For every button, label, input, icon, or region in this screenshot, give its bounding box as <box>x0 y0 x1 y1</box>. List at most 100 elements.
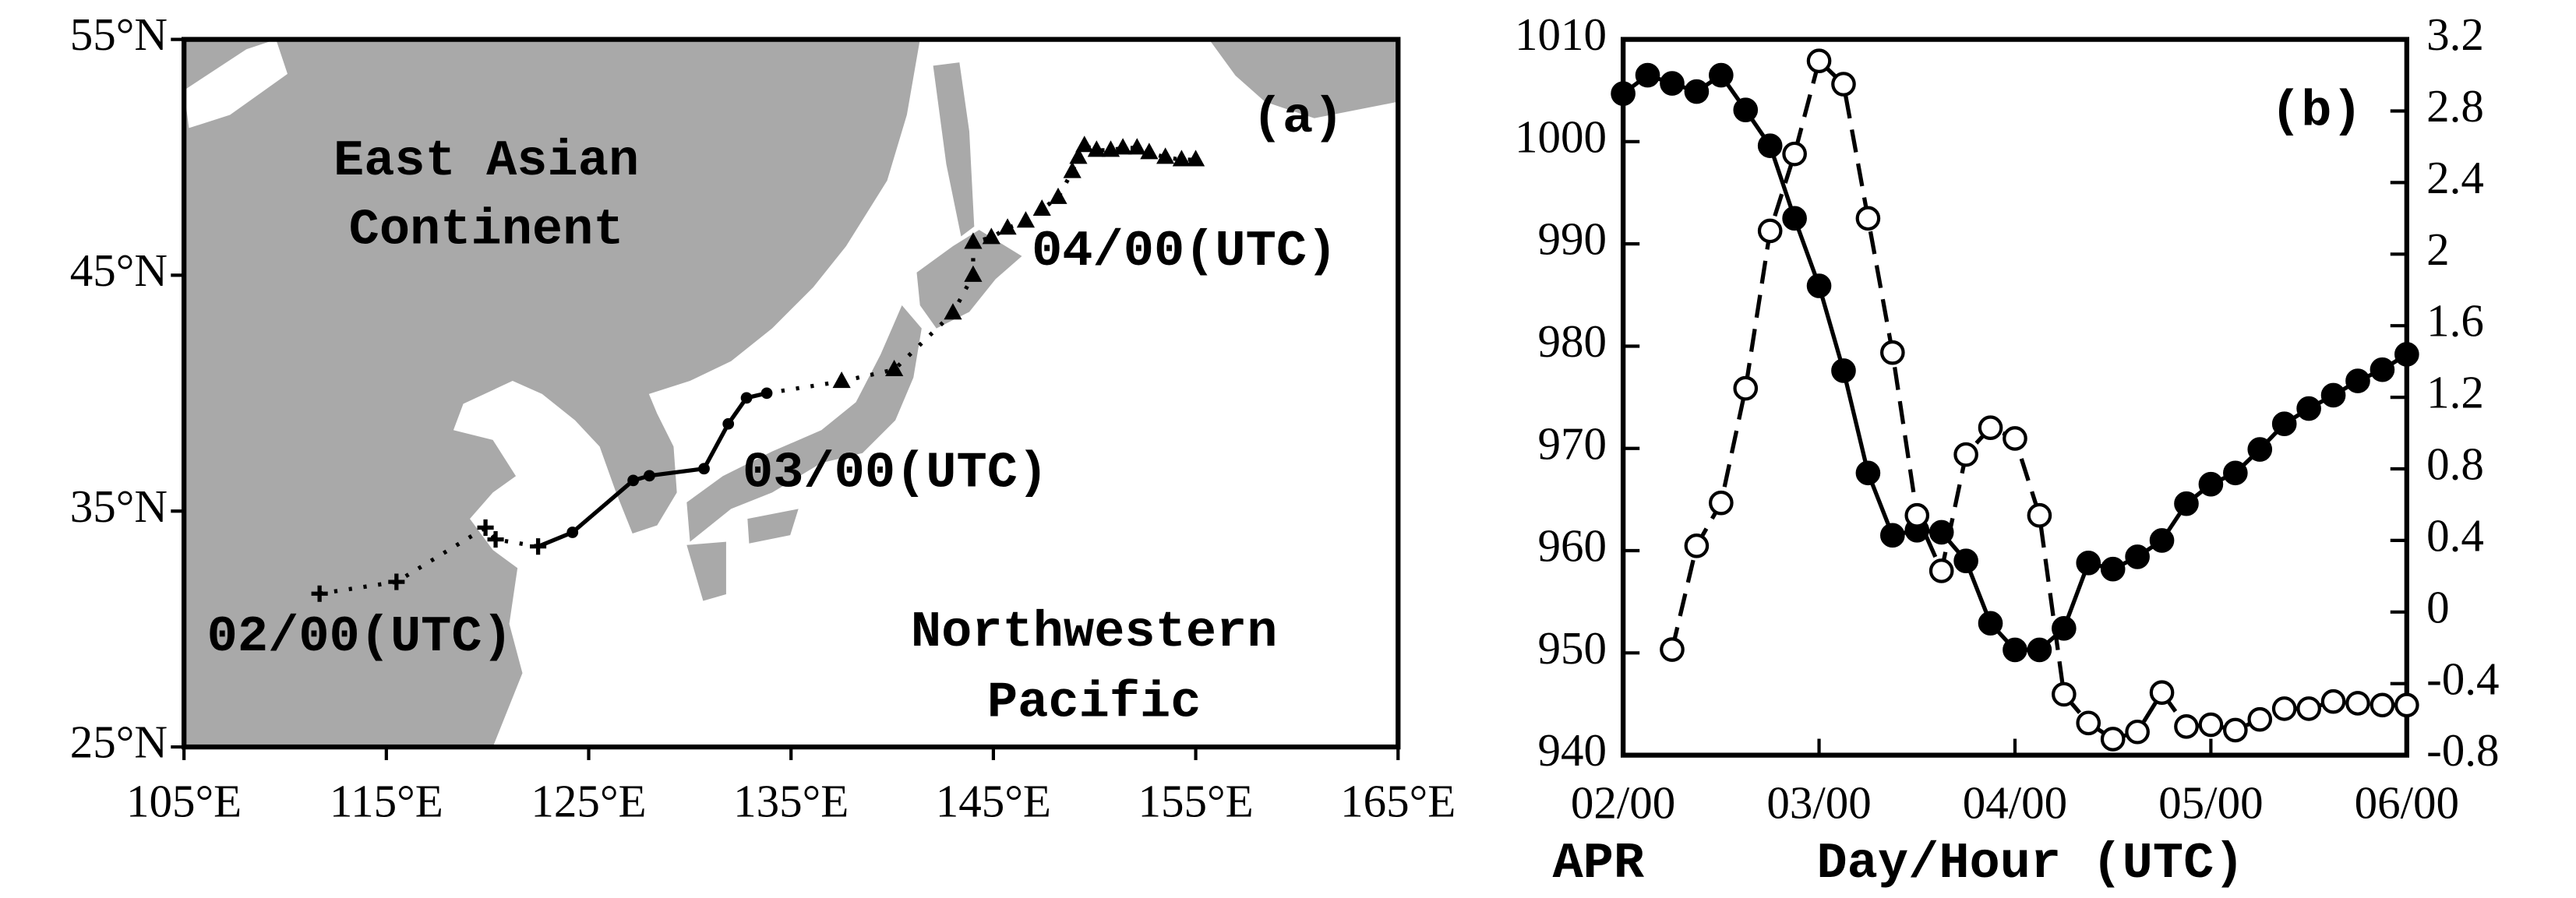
y-tick-label: 25°N <box>70 717 168 768</box>
track-point <box>1087 140 1106 157</box>
y-tick-label: 940 <box>1537 724 1607 776</box>
data-point <box>1733 97 1759 122</box>
track-point <box>1113 138 1132 155</box>
track-point <box>885 359 904 376</box>
data-point <box>1709 62 1734 88</box>
annotation: 03/00(UTC) <box>743 444 1048 502</box>
y-tick-label: 1000 <box>1515 111 1607 162</box>
x-tick-label: 135°E <box>733 776 849 827</box>
y2-tick-label: 0 <box>2426 581 2450 632</box>
data-point <box>1709 490 1734 516</box>
track-point <box>388 573 405 590</box>
data-point <box>2370 692 2395 718</box>
data-point <box>2271 411 2297 437</box>
track-point <box>944 303 962 320</box>
data-point <box>2394 342 2419 367</box>
data-point <box>1880 523 1905 548</box>
y2-tick-label: 2 <box>2426 224 2450 275</box>
data-point <box>1978 611 2003 636</box>
data-point <box>1660 637 1685 662</box>
annotation: 02/00(UTC) <box>207 608 513 666</box>
data-point <box>2296 396 2321 421</box>
track-point <box>964 232 983 249</box>
data-point <box>1855 460 1881 486</box>
track-point <box>982 227 1000 245</box>
data-point <box>1684 79 1710 104</box>
track-point <box>1127 138 1146 155</box>
data-point <box>1904 502 1930 528</box>
data-point <box>1660 71 1685 96</box>
y2-tick-label: 2.8 <box>2426 80 2484 132</box>
land-label: East Asian <box>333 132 639 190</box>
data-point <box>2345 691 2370 716</box>
data-point <box>1684 533 1710 558</box>
map-land <box>184 39 1399 748</box>
track-point <box>998 218 1017 235</box>
track-point <box>1156 147 1175 164</box>
data-point <box>2100 727 2126 752</box>
data-point <box>1806 48 1832 73</box>
y2-tick-label: 2.4 <box>2426 152 2484 203</box>
y-tick-label: 950 <box>1537 622 1607 674</box>
track-point <box>1063 161 1082 178</box>
track-point <box>627 474 640 487</box>
y-tick-label: 35°N <box>70 481 168 532</box>
y2-tick-label: -0.4 <box>2426 653 2499 704</box>
inland-water <box>184 39 288 129</box>
series-line <box>1670 57 2407 741</box>
x-sublabel: APR <box>1552 835 1644 893</box>
data-point <box>2003 637 2027 663</box>
data-point <box>2271 696 2297 721</box>
track-point <box>740 392 753 404</box>
data-point <box>1831 72 1856 97</box>
track-point <box>1172 150 1191 167</box>
x-tick-label: 06/00 <box>2355 777 2459 829</box>
kamchatka <box>1209 39 1399 118</box>
x-tick-label: 05/00 <box>2158 777 2263 829</box>
data-point <box>2125 544 2150 569</box>
data-point <box>2394 692 2419 718</box>
data-point <box>1880 340 1905 365</box>
data-point <box>2247 437 2273 462</box>
data-point <box>2149 528 2175 553</box>
sakhalin <box>933 62 975 237</box>
data-point <box>2247 706 2273 732</box>
data-point <box>2027 502 2052 528</box>
track-point <box>311 585 328 602</box>
x-tick-label: 105°E <box>126 776 242 827</box>
data-point <box>1782 141 1807 167</box>
data-point <box>2198 471 2224 497</box>
track-point <box>698 463 710 475</box>
track-point <box>964 265 983 282</box>
x-tick-label: 02/00 <box>1571 777 1675 829</box>
data-point <box>1806 273 1832 298</box>
y2-tick-label: 0.8 <box>2426 438 2484 490</box>
x-tick-label: 03/00 <box>1766 777 1871 829</box>
data-point <box>2052 681 2077 707</box>
data-point <box>2149 680 2175 706</box>
y2-tick-label: 1.2 <box>2426 367 2484 418</box>
y2-tick-label: -0.8 <box>2426 724 2499 776</box>
y-tick-label: 1010 <box>1515 9 1607 60</box>
y2-tick-label: 3.2 <box>2426 9 2484 60</box>
data-point <box>2296 696 2321 721</box>
panel-label: (a) <box>1252 90 1344 147</box>
track-point <box>1186 150 1205 167</box>
data-point <box>2027 637 2052 663</box>
shikoku <box>747 509 799 544</box>
ocean-label: Northwestern <box>911 604 1278 661</box>
track-point <box>644 470 655 482</box>
x-tick-label: 04/00 <box>1963 777 2067 829</box>
y-tick-label: 970 <box>1537 417 1607 469</box>
x-tick-label: 155°E <box>1138 776 1253 827</box>
y2-tick-label: 1.6 <box>2426 295 2484 347</box>
data-point <box>1953 548 1978 573</box>
track-point <box>1016 211 1036 228</box>
data-point <box>2076 710 2101 736</box>
track-point <box>566 526 579 538</box>
x-tick-label: 145°E <box>936 776 1051 827</box>
data-point <box>2125 719 2150 745</box>
y-tick-label: 960 <box>1537 520 1607 572</box>
track-connector <box>766 379 842 396</box>
